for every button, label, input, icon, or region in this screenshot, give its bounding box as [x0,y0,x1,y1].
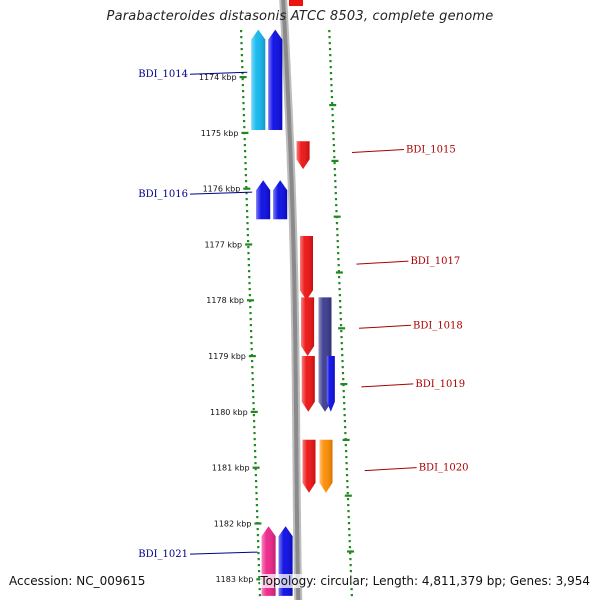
ruler-tick-label: 1181 kbp [212,464,250,473]
gene-label-bdi-1014[interactable]: BDI_1014 [138,69,248,80]
gene-bdi-1020[interactable] [302,439,316,493]
ruler-tick-mark [239,76,247,79]
ruler-tick-label: 1178 kbp [206,296,244,305]
gene-feature[interactable] [326,356,335,412]
accession-text: Accession: NC_009615 [9,574,146,588]
ruler-tick-mark [338,327,346,330]
gene-bdi-1016[interactable] [256,180,271,220]
chromosome-backbone [279,0,303,605]
ruler-tick-mark [252,466,260,469]
gene-bdi-1017[interactable] [300,236,313,301]
svg-text:BDI_1016: BDI_1016 [138,189,188,200]
ruler-ticks: 1174 kbp 1175 kbp 1176 kbp 1177 kbp 1178 kbp… [199,73,355,584]
ruler-tick-label: 1183 kbp [216,575,254,584]
gene-label-bdi-1016[interactable]: BDI_1016 [138,189,253,200]
genome-summary-text: Topology: circular; Length: 4,811,379 bp… [260,574,590,588]
gene-labels: BDI_1014 BDI_1015 BDI_1016 BDI_1017 BDI_1018… [138,69,468,560]
gene-label-bdi-1020[interactable]: BDI_1020 [364,463,469,474]
svg-text:BDI_1017: BDI_1017 [410,256,460,267]
ruler-dotted-lines [240,30,353,597]
gene-bdi-1014[interactable] [251,29,266,131]
svg-text:BDI_1014: BDI_1014 [138,69,188,80]
ruler-tick-label: 1180 kbp [210,408,248,417]
ruler-tick-mark [247,299,255,302]
gene-bdi-1019[interactable] [301,356,315,412]
right-dotted-line [328,30,353,597]
gene-label-bdi-1015[interactable]: BDI_1015 [351,145,456,156]
ruler-tick-mark [331,159,339,162]
svg-text:BDI_1020: BDI_1020 [419,463,469,474]
ruler-tick-mark [340,383,348,386]
ruler-tick-mark [250,410,258,413]
ruler-tick-label: 1174 kbp [199,73,237,82]
gene-bdi-1018[interactable] [301,297,315,356]
gene-label-bdi-1018[interactable]: BDI_1018 [358,320,463,331]
svg-text:BDI_1015: BDI_1015 [406,145,456,156]
ruler-tick-label: 1176 kbp [203,185,241,194]
ruler-tick-mark [245,243,253,246]
ruler-tick-mark [335,271,343,274]
ruler-tick-mark [342,438,350,441]
gene-label-bdi-1021[interactable]: BDI_1021 [138,549,258,560]
gene-label-bdi-1017[interactable]: BDI_1017 [356,256,460,267]
left-dotted-line [240,30,261,597]
ruler-tick-label: 1177 kbp [204,240,242,249]
ruler-tick-mark [329,104,337,107]
ruler-tick-label: 1175 kbp [201,129,239,138]
ruler-tick-mark [347,550,355,553]
ruler-tick-label: 1179 kbp [208,352,246,361]
ruler-tick-mark [333,215,341,218]
ruler-tick-mark [243,187,251,190]
gene-features [251,0,335,596]
gene-bdi-1015[interactable] [296,141,310,170]
svg-text:BDI_1018: BDI_1018 [413,320,463,331]
gene-feature-partial [289,0,303,6]
ruler-tick-mark [344,494,352,497]
svg-text:BDI_1019: BDI_1019 [415,379,465,390]
gene-feature[interactable] [268,29,283,131]
ruler-tick-mark [254,522,262,525]
gene-label-bdi-1019[interactable]: BDI_1019 [361,379,465,390]
ruler-tick-mark [256,578,264,581]
ruler-tick-label: 1182 kbp [214,519,252,528]
gene-feature[interactable] [273,180,288,220]
ruler-tick-mark [241,131,249,134]
ruler-tick-mark [248,355,256,358]
svg-text:BDI_1021: BDI_1021 [138,549,188,560]
gene-feature[interactable] [319,439,333,493]
map-title: Parabacteroides distasonis ATCC 8503, co… [106,9,494,24]
